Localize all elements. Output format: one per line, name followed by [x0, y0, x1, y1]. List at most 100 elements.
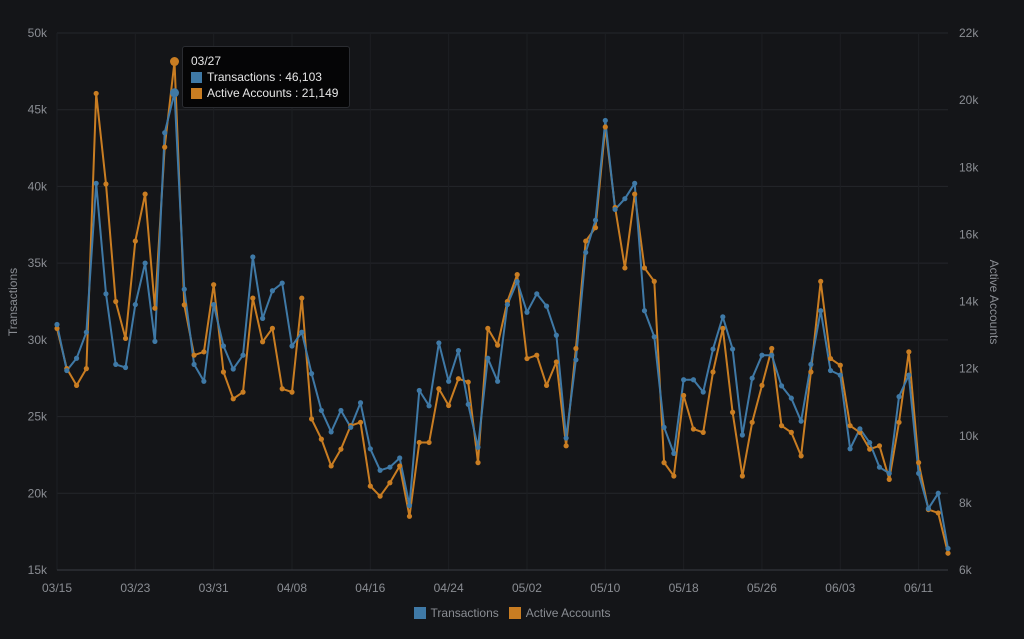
- data-point-transactions[interactable]: [162, 130, 168, 136]
- data-point-active-accounts[interactable]: [181, 302, 187, 308]
- data-point-active-accounts[interactable]: [475, 460, 481, 466]
- data-point-active-accounts[interactable]: [543, 382, 550, 389]
- data-point-transactions[interactable]: [661, 424, 667, 430]
- data-point-transactions[interactable]: [191, 361, 197, 368]
- data-point-transactions[interactable]: [641, 308, 648, 314]
- data-point-transactions[interactable]: [122, 364, 129, 371]
- data-point-transactions[interactable]: [504, 301, 510, 308]
- data-point-active-accounts[interactable]: [485, 325, 491, 331]
- data-point-active-accounts[interactable]: [788, 429, 794, 435]
- data-point-active-accounts[interactable]: [778, 423, 785, 429]
- data-point-active-accounts[interactable]: [240, 389, 246, 395]
- data-point-active-accounts[interactable]: [465, 379, 471, 385]
- data-point-transactions[interactable]: [93, 180, 99, 186]
- data-point-active-accounts[interactable]: [446, 402, 452, 409]
- data-point-active-accounts[interactable]: [132, 238, 138, 244]
- data-point-transactions[interactable]: [602, 117, 608, 124]
- data-point-active-accounts[interactable]: [583, 238, 589, 244]
- data-point-active-accounts[interactable]: [886, 476, 892, 482]
- data-point-active-accounts[interactable]: [397, 463, 403, 469]
- data-point-active-accounts[interactable]: [220, 369, 227, 375]
- data-point-active-accounts[interactable]: [710, 369, 716, 375]
- data-point-active-accounts[interactable]: [269, 325, 276, 331]
- data-point-transactions[interactable]: [269, 288, 276, 294]
- data-point-active-accounts[interactable]: [289, 389, 295, 395]
- data-point-active-accounts[interactable]: [681, 392, 687, 399]
- data-point-transactions[interactable]: [583, 249, 589, 256]
- data-point-active-accounts[interactable]: [122, 335, 129, 342]
- data-point-active-accounts[interactable]: [308, 416, 315, 422]
- data-point-transactions[interactable]: [788, 395, 794, 401]
- data-point-active-accounts[interactable]: [338, 446, 344, 452]
- data-point-transactions[interactable]: [837, 372, 843, 378]
- data-point-active-accounts[interactable]: [690, 426, 697, 432]
- data-point-transactions[interactable]: [465, 401, 471, 407]
- data-point-transactions[interactable]: [563, 435, 569, 441]
- data-point-transactions[interactable]: [916, 470, 922, 476]
- data-point-active-accounts[interactable]: [524, 355, 530, 362]
- data-point-active-accounts[interactable]: [945, 550, 951, 556]
- data-point-transactions[interactable]: [260, 315, 266, 321]
- data-point-active-accounts[interactable]: [93, 90, 99, 97]
- data-point-transactions[interactable]: [367, 446, 373, 452]
- data-point-transactions[interactable]: [230, 366, 236, 372]
- data-point-transactions[interactable]: [818, 308, 824, 314]
- data-point-transactions[interactable]: [592, 217, 599, 223]
- data-point-transactions[interactable]: [651, 334, 657, 340]
- data-point-transactions[interactable]: [759, 352, 765, 358]
- data-point-transactions[interactable]: [710, 346, 716, 352]
- data-point-transactions[interactable]: [308, 371, 315, 377]
- data-point-transactions[interactable]: [534, 291, 540, 297]
- data-point-transactions[interactable]: [73, 355, 80, 361]
- data-point-transactions[interactable]: [83, 329, 89, 335]
- data-point-transactions[interactable]: [152, 338, 158, 344]
- data-point-active-accounts[interactable]: [573, 345, 579, 352]
- data-point-active-accounts[interactable]: [416, 439, 422, 446]
- data-point-active-accounts[interactable]: [387, 480, 393, 486]
- data-point-transactions[interactable]: [446, 378, 452, 384]
- data-point-transactions[interactable]: [729, 346, 736, 352]
- data-point-active-accounts[interactable]: [169, 57, 179, 67]
- data-point-active-accounts[interactable]: [759, 382, 765, 389]
- data-point-active-accounts[interactable]: [260, 339, 266, 345]
- data-point-transactions[interactable]: [436, 340, 442, 346]
- data-point-transactions[interactable]: [54, 321, 60, 328]
- data-point-transactions[interactable]: [749, 375, 755, 381]
- data-point-active-accounts[interactable]: [739, 473, 745, 479]
- data-point-transactions[interactable]: [906, 372, 912, 378]
- data-point-transactions[interactable]: [720, 314, 726, 320]
- data-point-transactions[interactable]: [827, 367, 834, 374]
- data-point-transactions[interactable]: [612, 206, 618, 213]
- data-point-active-accounts[interactable]: [827, 355, 834, 362]
- data-point-transactions[interactable]: [416, 387, 422, 394]
- data-point-transactions[interactable]: [103, 291, 109, 297]
- data-point-active-accounts[interactable]: [73, 382, 80, 389]
- data-point-active-accounts[interactable]: [632, 191, 638, 197]
- data-point-transactions[interactable]: [348, 424, 354, 430]
- data-point-active-accounts[interactable]: [906, 349, 912, 355]
- data-point-transactions[interactable]: [299, 329, 305, 335]
- data-point-active-accounts[interactable]: [818, 278, 824, 284]
- data-point-active-accounts[interactable]: [367, 483, 373, 489]
- data-point-transactions[interactable]: [169, 88, 179, 98]
- data-point-transactions[interactable]: [318, 407, 324, 414]
- data-point-transactions[interactable]: [142, 260, 148, 266]
- data-point-active-accounts[interactable]: [720, 325, 726, 331]
- data-point-active-accounts[interactable]: [798, 453, 804, 459]
- data-point-transactions[interactable]: [240, 352, 246, 358]
- data-point-active-accounts[interactable]: [622, 265, 628, 271]
- data-point-active-accounts[interactable]: [211, 282, 217, 288]
- data-point-active-accounts[interactable]: [436, 386, 442, 392]
- data-point-active-accounts[interactable]: [641, 265, 648, 271]
- data-point-transactions[interactable]: [211, 301, 217, 308]
- data-point-transactions[interactable]: [935, 490, 941, 496]
- data-point-transactions[interactable]: [925, 506, 932, 512]
- data-point-transactions[interactable]: [671, 450, 677, 456]
- data-point-transactions[interactable]: [289, 343, 295, 349]
- data-point-active-accounts[interactable]: [250, 295, 256, 301]
- data-point-active-accounts[interactable]: [455, 376, 462, 382]
- data-point-active-accounts[interactable]: [406, 513, 413, 519]
- data-point-active-accounts[interactable]: [142, 191, 148, 197]
- data-point-transactions[interactable]: [426, 403, 432, 409]
